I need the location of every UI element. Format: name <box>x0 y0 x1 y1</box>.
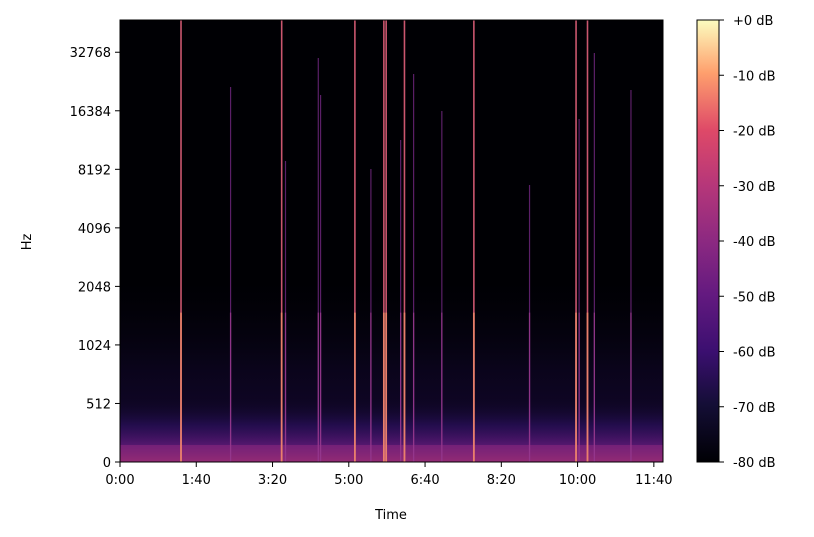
colorbar-gradient <box>697 20 719 462</box>
y-tick-label: 4096 <box>78 222 111 237</box>
y-tick-label: 16384 <box>70 105 111 120</box>
x-tick-label: 1:40 <box>182 473 211 488</box>
x-axis: 0:00 1:40 3:20 5:00 6:40 8:20 10:00 11:40 <box>105 462 673 488</box>
plot-frame <box>119 19 664 463</box>
colorbar-tick-label: -20 dB <box>733 125 776 140</box>
x-tick-label: 10:00 <box>559 473 596 488</box>
y-tick-label: 32768 <box>70 46 111 61</box>
colorbar-tick-label: -10 dB <box>733 69 776 84</box>
plot-area <box>119 19 664 463</box>
bass-floor <box>120 445 663 462</box>
spectrogram-image <box>120 20 663 462</box>
x-tick-label: 11:40 <box>635 473 672 488</box>
x-tick-label: 8:20 <box>487 473 516 488</box>
y-tick-label: 512 <box>86 397 111 412</box>
x-tick-label: 6:40 <box>410 473 439 488</box>
y-tick-label: 1024 <box>78 339 111 354</box>
colorbar-tick-label: -60 dB <box>733 346 776 361</box>
colorbar-tick-label: -30 dB <box>733 180 776 195</box>
colorbar-ticks: +0 dB -10 dB -20 dB -30 dB -40 dB -50 dB -60 d… <box>719 14 776 471</box>
colorbar-tick-label: -80 dB <box>733 456 776 471</box>
colorbar: +0 dB -10 dB -20 dB -30 dB -40 dB -50 dB -60 d… <box>696 14 776 471</box>
y-tick-label: 2048 <box>78 280 111 295</box>
y-tick-label: 0 <box>103 456 111 471</box>
colorbar-tick-label: -70 dB <box>733 401 776 416</box>
y-tick-label: 8192 <box>78 163 111 178</box>
x-tick-label: 3:20 <box>258 473 287 488</box>
colorbar-tick-label: -50 dB <box>733 290 776 305</box>
x-axis-label: Time <box>374 508 407 523</box>
x-tick-label: 5:00 <box>334 473 363 488</box>
colorbar-tick-label: +0 dB <box>733 14 773 29</box>
y-axis-label: Hz <box>20 234 35 251</box>
transient-lines <box>180 20 632 462</box>
x-tick-label: 0:00 <box>105 473 134 488</box>
colorbar-tick-label: -40 dB <box>733 235 776 250</box>
y-axis: 0 512 1024 2048 4096 8192 16384 32768 <box>70 46 120 471</box>
